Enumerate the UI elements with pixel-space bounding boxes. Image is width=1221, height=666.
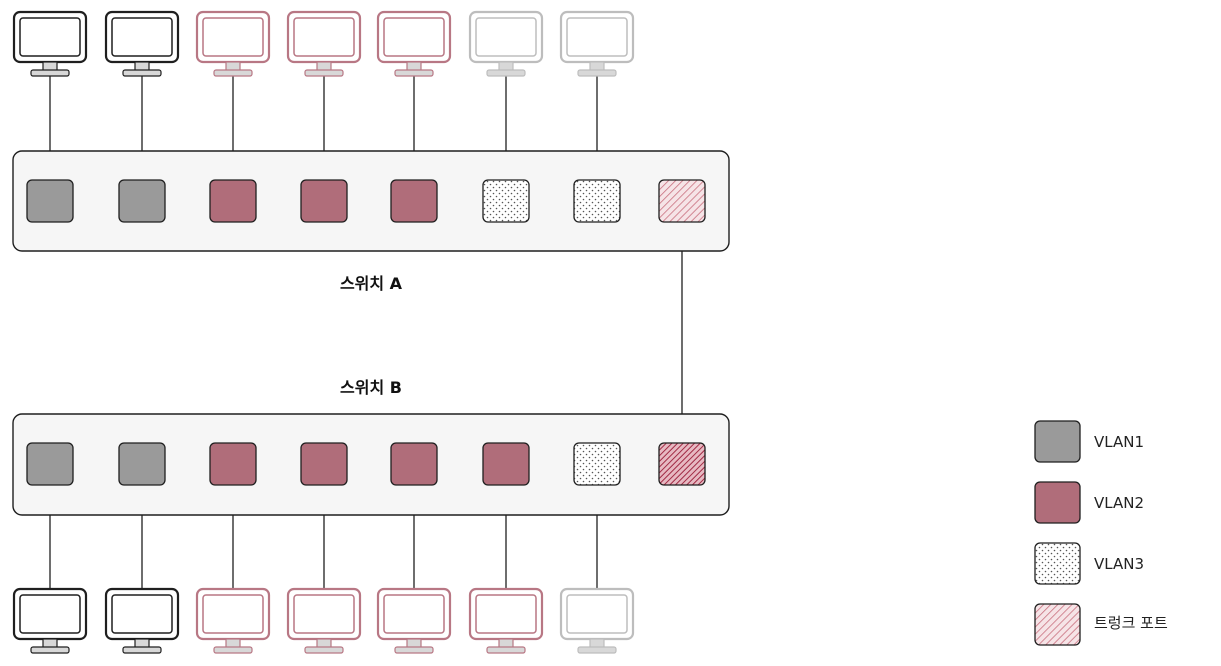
trunk-port <box>658 179 706 223</box>
monitor-icon <box>195 10 271 77</box>
port-vlan2 <box>300 179 348 223</box>
monitor-icon <box>559 10 635 77</box>
monitor-icon <box>12 587 88 654</box>
port-vlan2 <box>390 179 438 223</box>
monitor-icon <box>104 587 180 654</box>
switch-a-label: 스위치 A <box>340 274 403 293</box>
monitor-icon <box>12 10 88 77</box>
port-vlan3 <box>482 179 530 223</box>
legend-label-trunk: 트렁크 포트 <box>1094 614 1168 632</box>
port-vlan2 <box>300 442 348 486</box>
legend-label-vlan2: VLAN2 <box>1094 494 1144 512</box>
legend-swatch-trunk <box>1034 603 1081 646</box>
port-vlan3 <box>573 179 621 223</box>
port-vlan3 <box>573 442 621 486</box>
monitor-icon <box>468 10 544 77</box>
legend-swatch-vlan3 <box>1034 542 1081 585</box>
monitor-icon <box>559 587 635 654</box>
port-vlan1 <box>118 442 166 486</box>
port-vlan2 <box>209 179 257 223</box>
port-vlan2 <box>209 442 257 486</box>
monitor-icon <box>376 587 452 654</box>
monitor-icon <box>468 587 544 654</box>
port-vlan2 <box>482 442 530 486</box>
legend: VLAN1 VLAN2 VLAN3 트렁크 포트 <box>1034 420 1168 646</box>
switch-b: 스위치 B <box>12 378 730 516</box>
monitor-icon <box>195 587 271 654</box>
legend-swatch-vlan2 <box>1034 481 1081 524</box>
bottom-monitors <box>12 587 635 654</box>
legend-swatch-vlan1 <box>1034 420 1081 463</box>
switch-a-body <box>12 150 730 252</box>
monitor-icon <box>286 10 362 77</box>
switch-b-body <box>12 413 730 516</box>
legend-label-vlan1: VLAN1 <box>1094 433 1144 451</box>
switch-a: 스위치 A <box>12 150 730 293</box>
port-vlan1 <box>118 179 166 223</box>
trunk-port <box>658 442 706 486</box>
switch-b-ports <box>26 442 706 486</box>
top-monitors <box>12 10 635 77</box>
monitor-icon <box>104 10 180 77</box>
legend-label-vlan3: VLAN3 <box>1094 555 1144 573</box>
port-vlan2 <box>390 442 438 486</box>
switch-b-label: 스위치 B <box>340 378 402 397</box>
port-vlan1 <box>26 442 74 486</box>
switch-a-ports <box>26 179 706 223</box>
monitor-icon <box>376 10 452 77</box>
port-vlan1 <box>26 179 74 223</box>
monitor-icon <box>286 587 362 654</box>
